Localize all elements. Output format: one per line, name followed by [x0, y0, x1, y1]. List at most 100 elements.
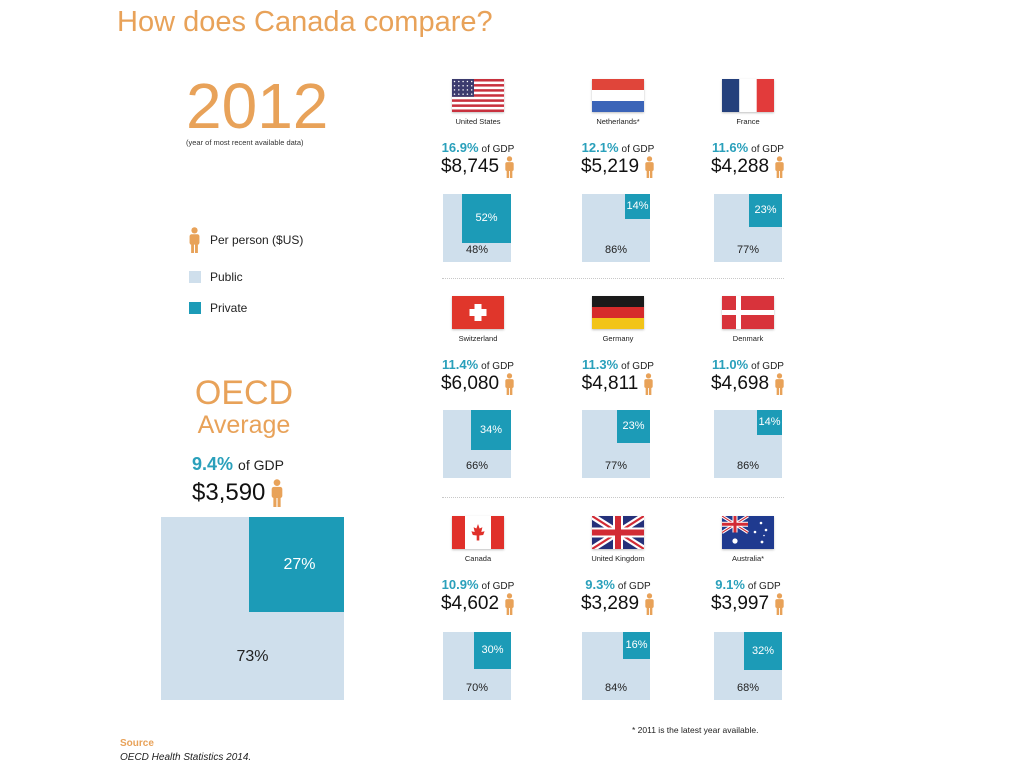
public-label: 73% — [236, 648, 269, 665]
gdp-suffix: of GDP — [481, 581, 515, 592]
person-icon — [645, 156, 654, 178]
spending-square: 30% 70% — [443, 632, 511, 700]
private-share — [462, 194, 511, 243]
spending-square: 32% 68% — [714, 632, 782, 700]
per-person: $4,811 — [548, 373, 688, 395]
year-label: 2012 — [186, 70, 329, 142]
per-person: $6,080 — [408, 373, 548, 395]
gdp-share: 10.9% of GDP — [408, 576, 548, 594]
flag-icon — [592, 296, 644, 329]
legend-private: Private — [189, 298, 247, 318]
person-icon — [775, 373, 784, 395]
person-icon — [505, 373, 514, 395]
spending-square: 16% 84% — [582, 632, 650, 700]
gdp-share: 11.3% of GDP — [548, 356, 688, 374]
country-card: Germany 11.3% of GDP $4,811 — [548, 296, 688, 486]
per-person-amount: $3,997 — [710, 593, 770, 614]
public-label: 66% — [465, 460, 489, 472]
country-card: France 11.6% of GDP $4,288 — [678, 79, 818, 269]
spending-square: 34% 66% — [443, 410, 511, 478]
flag-icon — [722, 516, 774, 549]
spending-square: 23% 77% — [582, 410, 650, 478]
gdp-suffix: of GDP — [481, 361, 514, 372]
country-card: Canada 10.9% of GDP $4,602 — [408, 516, 548, 706]
oecd-per-person-amount: $3,590 — [192, 479, 266, 506]
person-icon — [645, 593, 654, 615]
private-label: 23% — [622, 420, 645, 432]
private-share — [249, 517, 344, 612]
private-label: 52% — [475, 212, 498, 224]
gdp-suffix: of GDP — [751, 144, 784, 155]
private-share — [749, 194, 782, 227]
gdp-pct: 9.3% — [585, 577, 615, 592]
gdp-pct: 10.9% — [441, 577, 479, 592]
oecd-subtitle: Average — [197, 411, 291, 439]
gdp-suffix: of GDP — [621, 144, 655, 155]
gdp-suffix: of GDP — [747, 581, 781, 592]
flag-icon — [452, 516, 504, 549]
private-swatch — [189, 302, 201, 314]
gdp-pct: 9.1% — [715, 577, 745, 592]
country-name: Australia* — [731, 554, 765, 563]
public-swatch — [189, 271, 201, 283]
oecd-square: 27% 73% — [161, 517, 344, 700]
private-label: 14% — [626, 200, 649, 212]
legend-public-label: Public — [210, 270, 243, 284]
gdp-suffix: of GDP — [617, 581, 651, 592]
per-person: $8,745 — [408, 156, 548, 178]
country-name: Germany — [602, 334, 634, 343]
divider — [442, 278, 784, 279]
divider — [442, 497, 784, 498]
gdp-share: 9.3% of GDP — [548, 576, 688, 594]
private-label: 27% — [283, 555, 316, 573]
oecd-gdp-pct: 9.4% — [192, 454, 234, 474]
private-label: 30% — [481, 644, 504, 656]
private-share — [757, 410, 782, 435]
per-person: $3,997 — [678, 593, 818, 615]
flag-icon — [592, 516, 644, 549]
gdp-share: 9.1% of GDP — [678, 576, 818, 594]
private-label: 32% — [751, 644, 774, 657]
gdp-share: 16.9% of GDP — [408, 139, 548, 157]
footnote: * 2011 is the latest year available. — [632, 725, 759, 735]
flag-icon — [592, 79, 644, 112]
private-label: 23% — [754, 204, 777, 216]
country-name: United States — [455, 117, 501, 126]
country-name: Denmark — [732, 334, 764, 343]
legend-per-person: Per person ($US) — [189, 227, 304, 253]
private-label: 14% — [758, 416, 781, 428]
per-person-amount: $6,080 — [440, 373, 500, 394]
gdp-pct: 11.4% — [442, 357, 479, 372]
flag-icon — [452, 296, 504, 329]
gdp-suffix: of GDP — [481, 144, 515, 155]
source-text: OECD Health Statistics 2014. — [120, 752, 252, 763]
country-name: Canada — [464, 554, 492, 563]
public-label: 84% — [604, 682, 628, 694]
per-person-amount: $4,288 — [710, 156, 770, 177]
gdp-share: 12.1% of GDP — [548, 139, 688, 157]
public-label: 68% — [736, 682, 760, 694]
oecd-per-person: $3,590 — [192, 478, 284, 508]
country-card: Switzerland 11.4% of GDP $6,080 — [408, 296, 548, 486]
private-share — [625, 194, 650, 219]
legend-per-person-label: Per person ($US) — [210, 233, 304, 247]
public-label: 77% — [736, 244, 760, 256]
legend-private-label: Private — [210, 301, 248, 315]
oecd-gdp: 9.4% of GDP — [192, 454, 284, 475]
per-person-amount: $8,745 — [440, 156, 500, 177]
legend-public: Public — [189, 267, 243, 287]
country-name: Switzerland — [458, 334, 498, 343]
gdp-pct: 11.3% — [582, 357, 619, 372]
per-person-amount: $5,219 — [580, 156, 640, 177]
public-label: 86% — [736, 460, 760, 472]
spending-square: 23% 77% — [714, 194, 782, 262]
person-icon — [505, 593, 514, 615]
per-person: $4,288 — [678, 156, 818, 178]
gdp-share: 11.6% of GDP — [678, 139, 818, 157]
person-icon — [505, 156, 514, 178]
per-person-amount: $3,289 — [580, 593, 640, 614]
per-person: $4,602 — [408, 593, 548, 615]
private-share — [623, 632, 650, 659]
private-share — [474, 632, 511, 669]
person-icon — [272, 479, 283, 507]
